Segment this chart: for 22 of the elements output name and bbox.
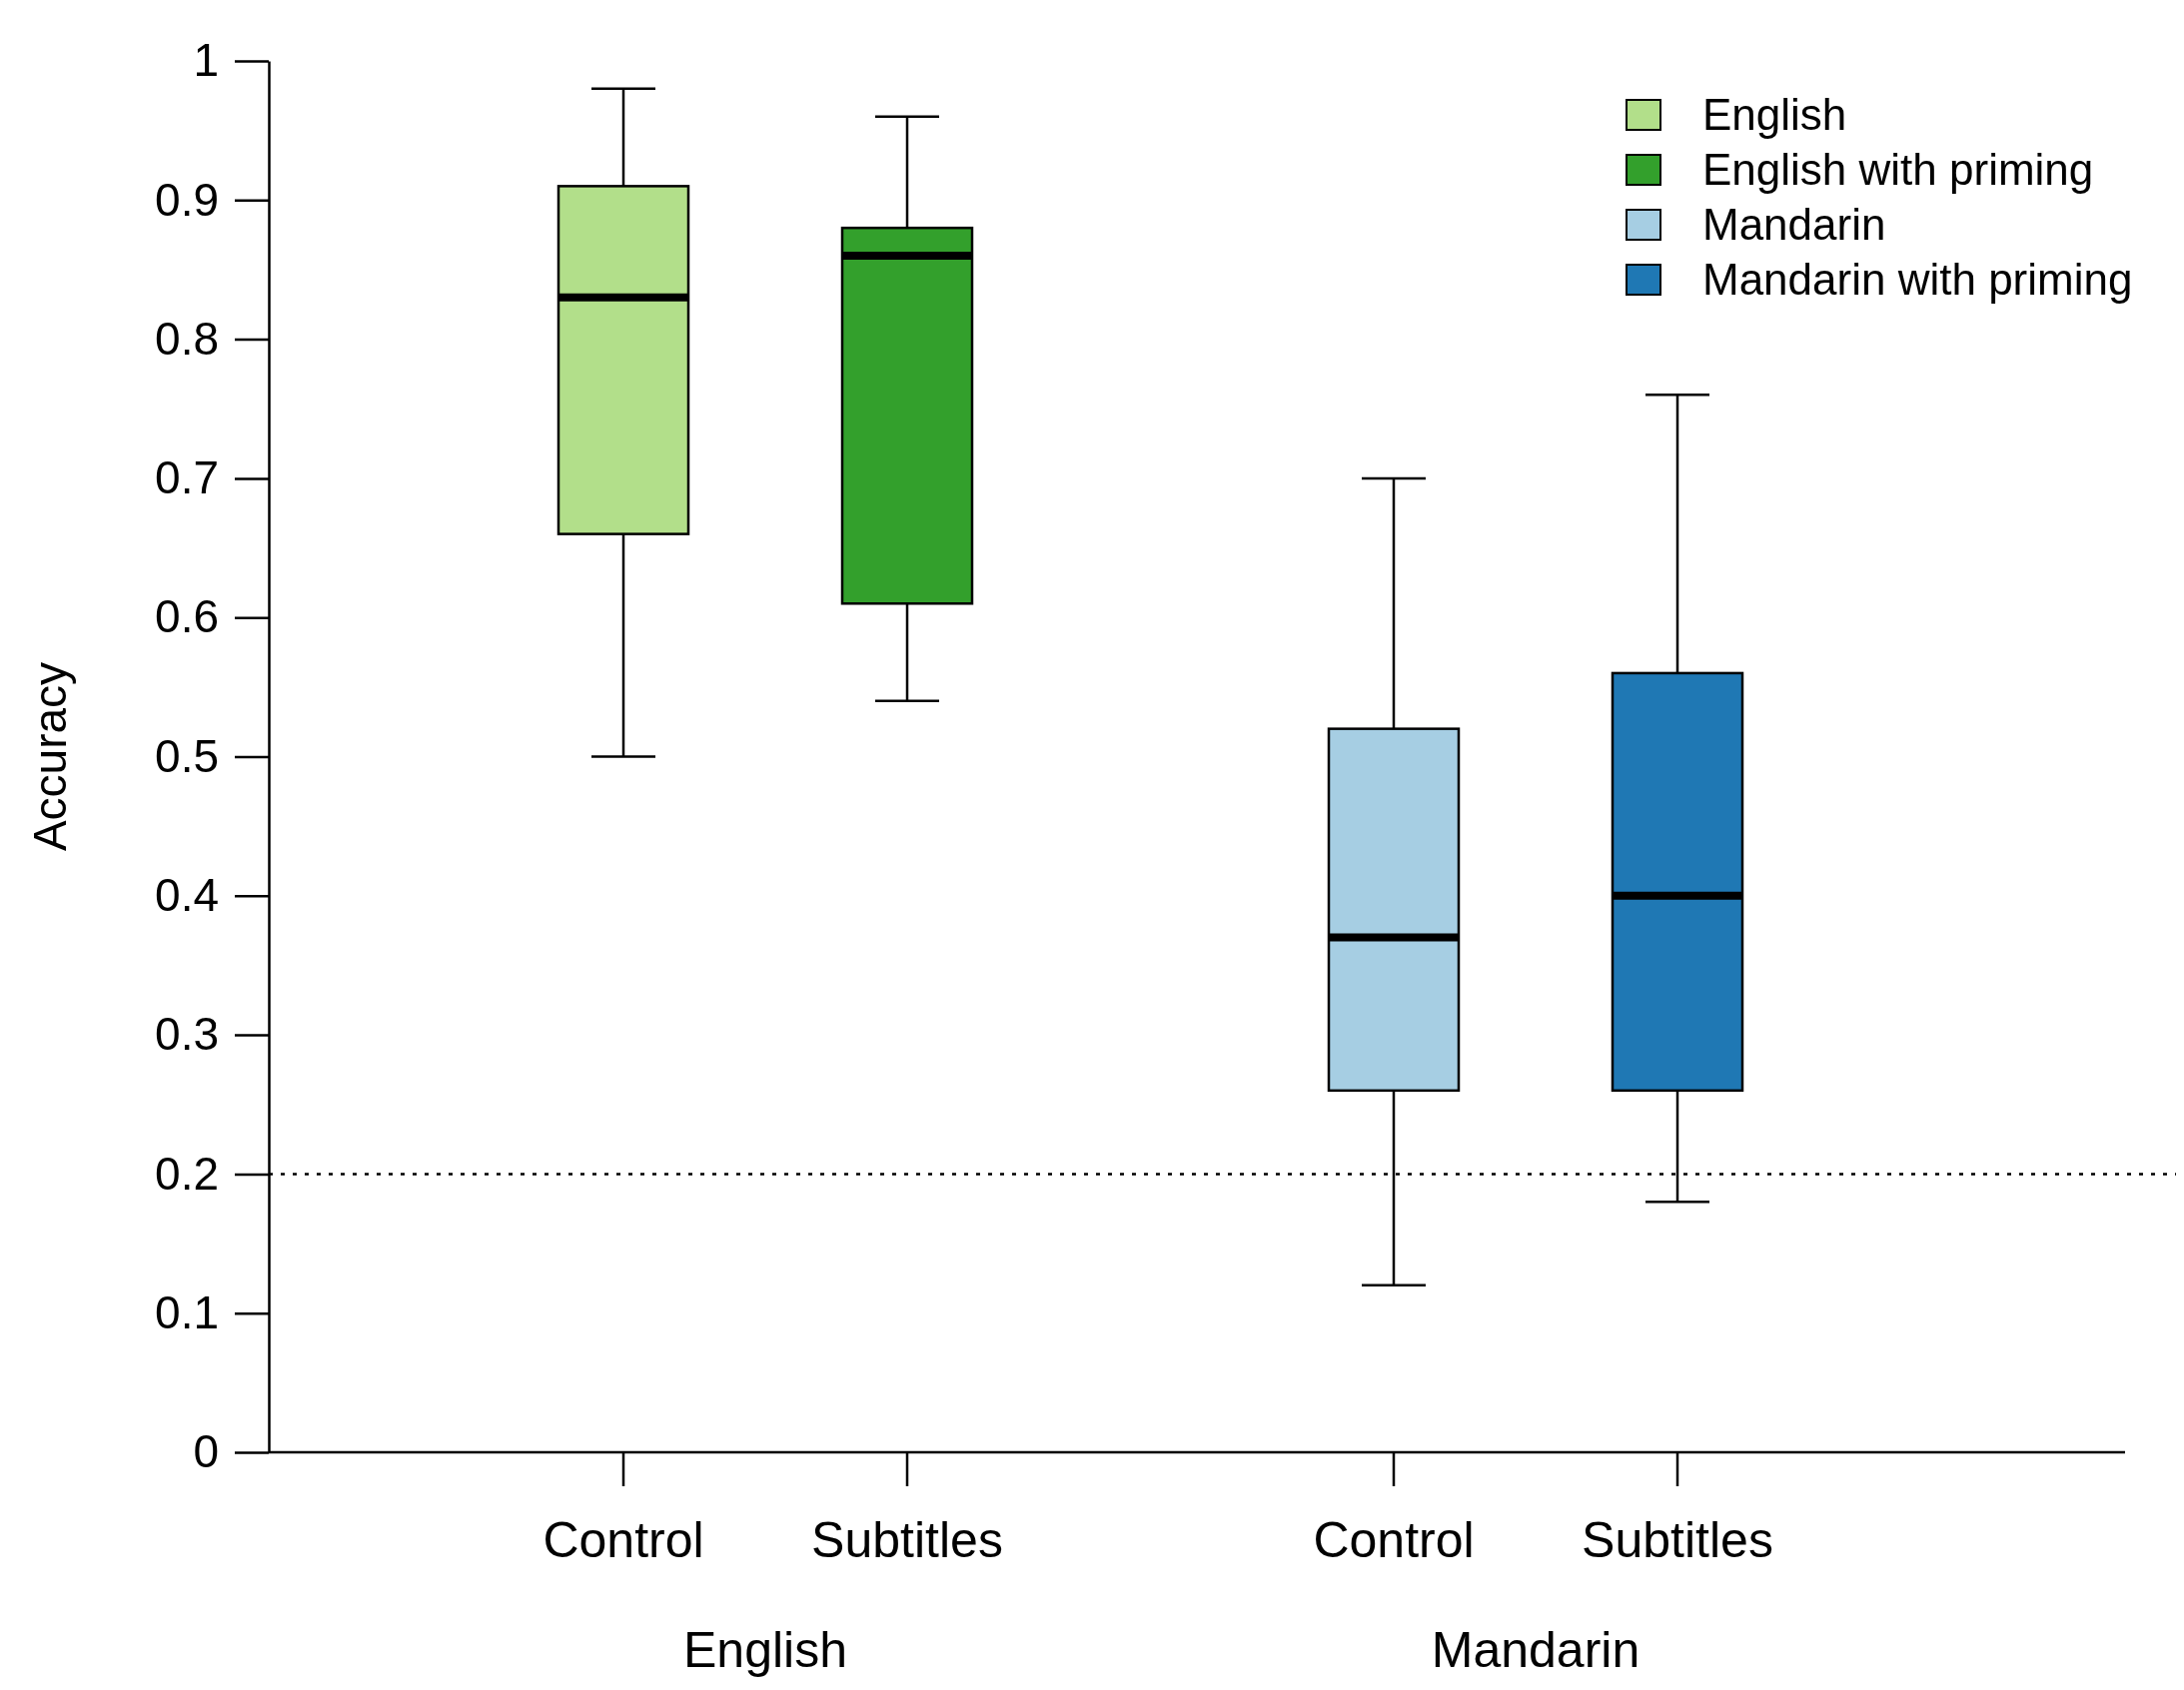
- legend-label: Mandarin with priming: [1702, 255, 2133, 305]
- text: English: [683, 1622, 847, 1678]
- y-tick-label: 0.5: [155, 729, 219, 782]
- y-tick-label: 1: [193, 34, 219, 87]
- y-tick-label: 0.3: [155, 1008, 219, 1061]
- y-tick-label: 0.1: [155, 1285, 219, 1338]
- x-tick-label: Control: [543, 1512, 704, 1568]
- x-tick-label: Control: [1313, 1512, 1475, 1568]
- legend-label: English with priming: [1702, 145, 2094, 195]
- legend-label: English: [1702, 90, 1847, 140]
- y-tick-label: 0.9: [155, 173, 219, 226]
- legend-label: Mandarin: [1702, 200, 1886, 250]
- y-tick-label: 0.2: [155, 1147, 219, 1200]
- y-tick-label: 0: [193, 1425, 219, 1478]
- y-tick-label: 0.4: [155, 869, 219, 922]
- y-tick-label: 0.6: [155, 590, 219, 643]
- y-axis-title: Accuracy: [24, 661, 76, 852]
- x-tick-label: Subtitles: [811, 1512, 1003, 1568]
- x-tick-label: Subtitles: [1582, 1512, 1773, 1568]
- y-tick-label: 0.7: [155, 451, 219, 504]
- y-tick-label: 0.8: [155, 312, 219, 365]
- text: Mandarin: [1431, 1622, 1640, 1678]
